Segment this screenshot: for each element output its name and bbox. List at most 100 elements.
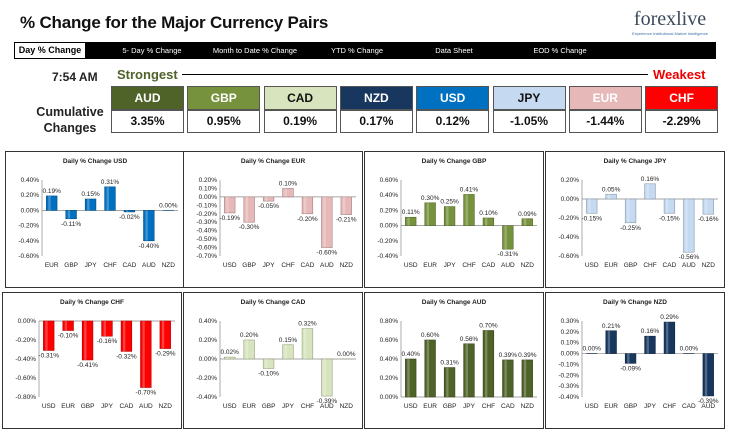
x-tick-label: EUR: [423, 403, 437, 410]
bar: [405, 216, 417, 226]
data-label: 0.02%: [220, 349, 239, 356]
bar-group: [405, 358, 417, 398]
bar-highlight: [226, 357, 229, 359]
x-tick-label: CAD: [482, 262, 496, 269]
bar: [463, 343, 475, 398]
x-tick-label: CHF: [482, 403, 495, 410]
y-tick-label: 0.10%: [561, 340, 580, 347]
bar-group: [301, 328, 314, 360]
x-tick-label: AUD: [320, 403, 334, 410]
bar-group: [644, 335, 656, 354]
data-label: 0.19%: [42, 188, 61, 195]
x-tick-label: GBP: [262, 403, 276, 410]
x-tick-label: JPY: [263, 262, 276, 269]
bar: [521, 359, 533, 398]
x-tick-label: USD: [585, 262, 599, 269]
y-tick-label: -0.40%: [558, 394, 579, 401]
y-tick-label: 0.20%: [380, 207, 399, 214]
data-label: -0.09%: [620, 365, 641, 372]
bar-group: [624, 353, 637, 364]
tab-month-to-date[interactable]: Month to Date % Change: [212, 46, 298, 55]
tab-day-change[interactable]: Day % Change: [14, 42, 86, 59]
data-label: 0.39%: [499, 352, 518, 359]
logo-tagline: Experience Institutional Market Intellig…: [631, 31, 709, 36]
x-tick-label: GBP: [64, 262, 78, 269]
tab-data-sheet[interactable]: Data Sheet: [435, 46, 473, 55]
currency-box-gbp: GBP 0.95%: [187, 86, 261, 134]
chart-panel-gbp: Daily % Change GBP 0.60% 0.40% 0.20% 0.00% -…: [364, 151, 544, 288]
data-label: 0.16%: [641, 176, 660, 183]
data-label: 0.00%: [159, 202, 178, 209]
x-tick-label: JPY: [644, 403, 657, 410]
bar-group: [463, 194, 475, 226]
bar-highlight: [588, 199, 591, 214]
bar: [482, 330, 495, 398]
strongest-label: Strongest: [117, 67, 178, 82]
chart-title: Daily % Change CAD: [240, 299, 306, 306]
y-tick-label: -0.10%: [558, 361, 579, 368]
bar-group: [605, 330, 617, 354]
y-tick-label: 0.00%: [18, 318, 37, 325]
forexlive-logo[interactable]: forexlive Experience Institutional Marke…: [614, 6, 726, 40]
cumulative-label-line-2: Changes: [43, 121, 97, 135]
y-tick-label: -0.20%: [377, 238, 398, 245]
data-label: 0.15%: [81, 191, 100, 198]
x-tick-label: CAD: [120, 403, 134, 410]
bar-group: [482, 217, 495, 226]
chart-panel-nzd: Daily % Change NZD 0.30% 0.20% 0.10% 0.00% -…: [545, 292, 725, 429]
x-tick-label: CHF: [462, 262, 475, 269]
bar-highlight: [446, 206, 449, 226]
bar-highlight: [504, 359, 507, 397]
currency-code: GBP: [187, 86, 261, 110]
x-tick-label: GBP: [443, 403, 457, 410]
x-tick-label: EUR: [423, 262, 437, 269]
tab-eod-change[interactable]: EOD % Change: [533, 46, 587, 55]
bar-highlight: [523, 218, 527, 226]
bar-group: [46, 195, 58, 211]
bar-group: [624, 198, 637, 224]
y-tick-label: 0.00%: [380, 394, 399, 401]
bar-group: [301, 196, 314, 215]
chart-jpy: 0.20% 0.00% -0.20% -0.40% -0.60% -0.15% USD 0.0…: [558, 176, 718, 269]
data-label: 0.05%: [602, 186, 621, 193]
data-label: 0.60%: [421, 332, 440, 339]
bar: [605, 193, 617, 200]
bar-group: [502, 359, 514, 398]
y-tick-label: -0.30%: [196, 219, 217, 226]
tab-5-day-change[interactable]: 5- Day % Change: [122, 46, 182, 55]
y-tick-label: 0.00%: [21, 207, 40, 214]
data-label: -0.15%: [659, 215, 680, 222]
logo-brand: forexlive: [633, 8, 707, 30]
bar: [282, 344, 294, 360]
currency-cumulative-value: 3.35%: [111, 110, 184, 133]
bar: [340, 196, 352, 215]
x-tick-label: JPY: [101, 403, 114, 410]
y-tick-label: 0.20%: [561, 177, 580, 184]
currency-code: JPY: [492, 86, 566, 110]
x-tick-label: USD: [585, 403, 599, 410]
data-label: -0.31%: [38, 352, 59, 359]
tab-ytd-change[interactable]: YTD % Change: [330, 46, 384, 55]
bar: [463, 194, 475, 226]
bar-highlight: [48, 195, 51, 211]
bar-highlight: [142, 321, 145, 388]
x-tick-label: CHF: [643, 262, 656, 269]
y-tick-label: -0.20%: [15, 337, 36, 344]
y-tick-label: 0.60%: [380, 177, 399, 184]
x-tick-label: AUD: [701, 403, 715, 410]
x-tick-label: AUD: [682, 262, 696, 269]
bar-highlight: [465, 194, 468, 226]
bar-group: [84, 198, 97, 211]
y-tick-label: -0.20%: [558, 215, 579, 222]
data-label: -0.20%: [297, 216, 318, 223]
bar-highlight: [226, 196, 229, 213]
bar-highlight: [145, 210, 148, 241]
y-tick-label: -0.40%: [558, 234, 579, 241]
bar-group: [282, 188, 294, 198]
bar-highlight: [245, 196, 249, 223]
bar-highlight: [446, 367, 449, 397]
bar-group: [702, 353, 714, 397]
bar-group: [443, 367, 456, 398]
chart-gbp: 0.60% 0.40% 0.20% 0.00% -0.20% -0.40% 0.11% USD…: [377, 177, 537, 269]
data-label: 0.25%: [440, 199, 459, 206]
